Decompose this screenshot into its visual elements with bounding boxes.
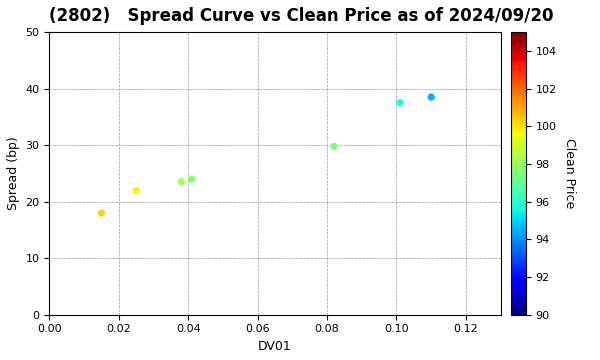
Point bbox=[187, 176, 196, 182]
Point bbox=[395, 100, 405, 105]
Point bbox=[176, 179, 186, 185]
Point bbox=[131, 188, 141, 193]
Point bbox=[329, 143, 339, 149]
X-axis label: DV01: DV01 bbox=[258, 340, 292, 353]
Point bbox=[427, 94, 436, 100]
Y-axis label: Spread (bp): Spread (bp) bbox=[7, 136, 20, 210]
Text: (2802)   Spread Curve vs Clean Price as of 2024/09/20: (2802) Spread Curve vs Clean Price as of… bbox=[49, 7, 554, 25]
Point bbox=[97, 210, 106, 216]
Y-axis label: Clean Price: Clean Price bbox=[563, 138, 576, 208]
